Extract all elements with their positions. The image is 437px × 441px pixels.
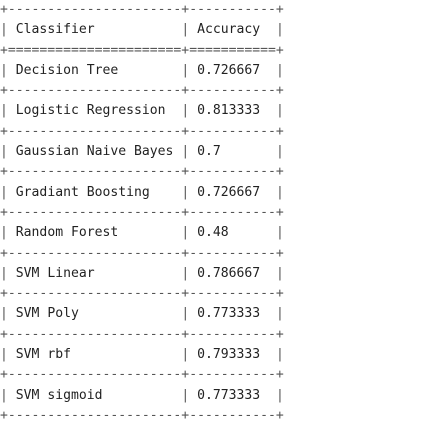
table-border: +----------------------+-----------+ (0, 245, 284, 261)
classifier-cell: Classifier (15, 22, 95, 38)
table-border: +----------------------+-----------+ (0, 326, 284, 342)
classifier-cell: SVM rbf (15, 347, 71, 363)
table-border: +----------------------+-----------+ (0, 407, 284, 423)
table-row: | Random Forest | 0.48 | (0, 225, 284, 241)
table-row: | SVM Poly | 0.773333 | (0, 306, 284, 322)
table-row: | Decision Tree | 0.726667 | (0, 62, 284, 78)
accuracy-cell: 0.786667 (197, 265, 261, 281)
accuracy-cell: 0.48 (197, 225, 229, 241)
accuracy-cell: 0.813333 (197, 103, 261, 119)
table-header-border: +======================+===========+ (0, 42, 284, 58)
classifier-cell: SVM Linear (15, 265, 95, 281)
table-border: +----------------------+-----------+ (0, 164, 284, 180)
table-row: | Gaussian Naive Bayes | 0.7 | (0, 144, 284, 160)
table-row: | Logistic Regression | 0.813333 | (0, 103, 284, 119)
accuracy-cell: 0.773333 (197, 306, 261, 322)
classifier-cell: SVM Poly (15, 306, 79, 322)
accuracy-cell: 0.7 (197, 144, 221, 160)
table-row: | SVM sigmoid | 0.773333 | (0, 387, 284, 403)
accuracy-cell: Accuracy (197, 22, 261, 38)
classifier-cell: Logistic Regression (15, 103, 166, 119)
table-border: +----------------------+-----------+ (0, 367, 284, 383)
table-border: +----------------------+-----------+ (0, 123, 284, 139)
table-row: | SVM Linear | 0.786667 | (0, 265, 284, 281)
table-row: | Gradiant Boosting | 0.726667 | (0, 184, 284, 200)
table-row: | SVM rbf | 0.793333 | (0, 347, 284, 363)
classifier-cell: Random Forest (15, 225, 119, 241)
accuracy-cell: 0.773333 (197, 387, 261, 403)
classifier-cell: Decision Tree (15, 62, 119, 78)
classifier-cell: SVM sigmoid (15, 387, 103, 403)
classifier-cell: Gradiant Boosting (15, 184, 150, 200)
results-table: +----------------------+-----------+ | Cl… (0, 2, 284, 423)
table-border: +----------------------+-----------+ (0, 2, 284, 17)
accuracy-cell: 0.726667 (197, 62, 261, 78)
table-border: +----------------------+-----------+ (0, 83, 284, 99)
table-border: +----------------------+-----------+ (0, 204, 284, 220)
table-border: +----------------------+-----------+ (0, 286, 284, 302)
accuracy-cell: 0.793333 (197, 347, 261, 363)
accuracy-cell: 0.726667 (197, 184, 261, 200)
classifier-cell: Gaussian Naive Bayes (15, 144, 174, 160)
table-header-row: | Classifier | Accuracy | (0, 22, 284, 38)
